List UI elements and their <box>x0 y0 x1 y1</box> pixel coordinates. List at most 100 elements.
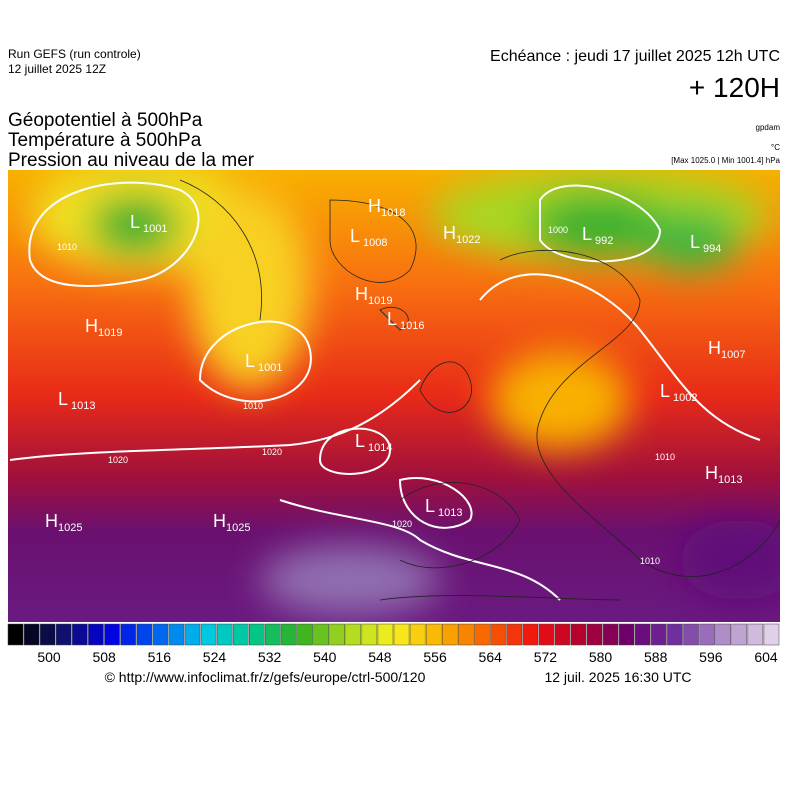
pressure-value: 1008 <box>363 237 387 249</box>
valid-time: Echéance : jeudi 17 juillet 2025 12h UTC <box>490 48 780 65</box>
colorbar-swatch <box>506 623 522 646</box>
colorbar-swatch <box>683 623 699 646</box>
colorbar-swatch <box>23 623 40 646</box>
colorbar-swatch <box>763 623 780 646</box>
pressure-letter: L <box>355 431 365 451</box>
colorbar-swatch <box>602 623 619 646</box>
pressure-value: 992 <box>595 235 613 247</box>
colorbar-label: 588 <box>644 649 668 665</box>
colorbar-label: 524 <box>203 649 227 665</box>
colorbar-swatch <box>715 623 732 646</box>
pressure-value: 1025 <box>58 522 82 534</box>
field: Géopotentiel à 500hPa <box>8 110 203 131</box>
colorbar-swatch <box>635 623 651 646</box>
colorbar-swatch <box>88 623 104 646</box>
pressure-value: 1018 <box>381 207 405 219</box>
colorbar-swatch <box>586 623 603 646</box>
pressure-value: 1014 <box>368 442 392 454</box>
pressure-letter: H <box>45 511 58 531</box>
colorbar-swatch <box>361 623 378 646</box>
colorbar-swatch <box>39 623 56 646</box>
unit: [Max 1025.0 | Min 1001.4] hPa <box>671 156 780 165</box>
footer-generated: 12 juil. 2025 16:30 UTC <box>544 669 691 685</box>
run: Run GEFS (run controle) <box>8 47 141 61</box>
contour-label: 1000 <box>548 225 568 235</box>
unit: gpdam <box>756 123 781 132</box>
colorbar-label: 604 <box>754 649 778 665</box>
pressure-value: 1016 <box>400 320 424 332</box>
colorbar-swatch <box>409 623 426 646</box>
colorbar-label: 556 <box>423 649 447 665</box>
colorbar-swatch <box>232 623 249 646</box>
pressure-letter: L <box>245 351 255 371</box>
field: Température à 500hPa <box>8 130 202 151</box>
pressure-letter: L <box>350 226 360 246</box>
colorbar-swatch <box>313 623 329 646</box>
colorbar-swatch <box>216 623 233 646</box>
colorbar-swatch <box>104 623 120 646</box>
contour-label: 1020 <box>108 455 128 465</box>
pressure-value: 1007 <box>721 349 745 361</box>
run-date: 12 juillet 2025 12Z <box>8 62 106 76</box>
colorbar-swatch <box>554 623 571 646</box>
colorbar-swatch <box>570 623 587 646</box>
pressure-letter: H <box>213 511 226 531</box>
colorbar-swatch <box>538 623 555 646</box>
colorbar-swatch <box>490 623 506 646</box>
colorbar-swatch <box>618 623 635 646</box>
pressure-letter: L <box>582 224 592 244</box>
pressure-value: 1025 <box>226 522 250 534</box>
colorbar-swatch <box>281 623 297 646</box>
pressure-letter: H <box>705 463 718 483</box>
colorbar-swatch <box>377 623 394 646</box>
pressure-value: 1002 <box>673 392 697 404</box>
pressure-letter: H <box>368 196 381 216</box>
pressure-value: 1001 <box>143 223 167 235</box>
pressure-value: 1013 <box>71 400 95 412</box>
contour-label: 1020 <box>262 447 282 457</box>
colorbar-label: 532 <box>258 649 282 665</box>
pressure-letter: L <box>690 232 700 252</box>
pressure-letter: H <box>443 223 456 243</box>
colorbar-swatch <box>667 623 683 646</box>
pressure-letter: H <box>355 284 368 304</box>
colorbar-label: 516 <box>148 649 172 665</box>
colorbar-swatch <box>699 623 715 646</box>
unit: °C <box>771 143 780 152</box>
colorbar-swatch <box>345 623 362 646</box>
colorbar-label: 540 <box>313 649 337 665</box>
colorbar-swatch <box>651 623 667 646</box>
pressure-letter: L <box>387 309 397 329</box>
colorbar-swatch <box>747 623 764 646</box>
pressure-letter: L <box>425 496 435 516</box>
colorbar-swatch <box>297 623 313 646</box>
colorbar-label: 500 <box>37 649 61 665</box>
field: Pression au niveau de la mer <box>8 150 255 171</box>
colorbar-swatch <box>168 623 185 646</box>
colorbar-swatch <box>442 623 458 646</box>
colorbar-swatch <box>425 623 442 646</box>
pressure-letter: H <box>85 316 98 336</box>
colorbar-label: 572 <box>534 649 558 665</box>
contour-label: 1010 <box>57 242 77 252</box>
contour-label: 1020 <box>392 519 412 529</box>
footer-source: © http://www.infoclimat.fr/z/gefs/europe… <box>105 669 426 685</box>
contour-label: 1010 <box>640 556 660 566</box>
pressure-value: 1019 <box>98 327 122 339</box>
colorbar-swatch <box>522 623 539 646</box>
pressure-letter: L <box>130 212 140 232</box>
colorbar-label: 548 <box>368 649 392 665</box>
colorbar-swatch <box>136 623 153 646</box>
pressure-value: 1013 <box>438 507 462 519</box>
pressure-letter: H <box>708 338 721 358</box>
colorbar-swatch <box>7 623 24 646</box>
colorbar-swatch <box>393 623 410 646</box>
colorbar-swatch <box>72 623 88 646</box>
colorbar-swatch <box>56 623 72 646</box>
coastlines <box>179 179 780 601</box>
pressure-letter: L <box>58 389 68 409</box>
pressure-value: 994 <box>703 243 721 255</box>
colorbar-swatch <box>329 623 345 646</box>
